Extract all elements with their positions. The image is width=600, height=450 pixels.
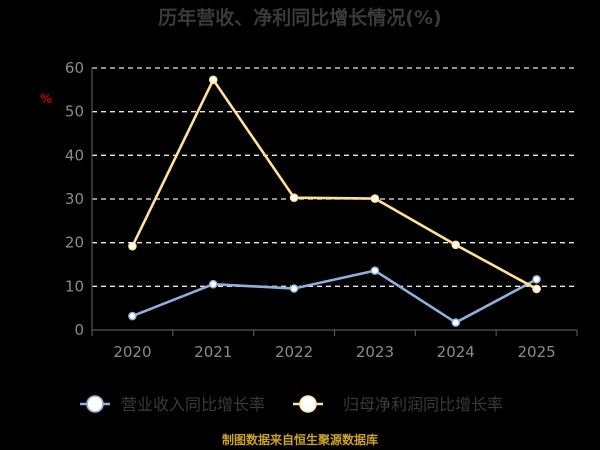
legend-marker (86, 395, 104, 413)
x-tick-label: 2021 (194, 343, 232, 361)
data-point[interactable] (370, 266, 380, 275)
legend-label: 营业收入同比增长率 (121, 395, 265, 414)
legend-marker (299, 395, 317, 413)
data-point[interactable] (208, 279, 218, 289)
data-point[interactable] (208, 75, 218, 85)
data-point[interactable] (451, 318, 461, 327)
series-line (131, 269, 538, 324)
y-tick-label: 20 (65, 234, 84, 252)
y-tick-label: 30 (65, 190, 84, 208)
legend-label: 归母净利润同比增长率 (343, 395, 503, 414)
y-tick-label: 10 (65, 277, 84, 295)
chart-title: 历年营收、净利同比增长情况(%) (158, 6, 441, 29)
series-lines (128, 75, 541, 327)
legend-item[interactable]: 营业收入同比增长率 (80, 395, 265, 414)
source-note: 制图数据来自恒生聚源数据库 (222, 432, 378, 447)
x-tick-label: 2022 (275, 343, 313, 361)
data-point[interactable] (128, 311, 137, 321)
legend-item[interactable]: 归母净利润同比增长率 (293, 395, 503, 414)
data-point[interactable] (289, 284, 299, 293)
axes: 0 10 20 30 40 50 60 2020 2021 2022 2023 2024 2025 (65, 59, 578, 361)
data-point[interactable] (532, 284, 541, 294)
series-2 (128, 75, 541, 294)
data-point[interactable] (451, 240, 461, 250)
y-tick-label: 0 (74, 321, 84, 339)
data-point[interactable] (289, 193, 299, 202)
data-point[interactable] (532, 275, 541, 284)
x-tick-label: 2024 (437, 343, 475, 361)
y-tick-label: 40 (65, 146, 84, 164)
y-tick-label: 50 (65, 103, 84, 121)
x-tick-label: 2023 (356, 343, 394, 361)
x-tick-label: 2025 (517, 343, 555, 361)
data-point[interactable] (370, 194, 380, 203)
y-tick-label: 60 (65, 59, 84, 77)
series-1 (128, 266, 541, 327)
y-axis-unit-label: % (40, 92, 52, 106)
series-line (131, 78, 538, 291)
x-tick-label: 2020 (113, 343, 151, 361)
legend: 营业收入同比增长率 归母净利润同比增长率 (80, 395, 503, 414)
data-point[interactable] (128, 241, 137, 251)
